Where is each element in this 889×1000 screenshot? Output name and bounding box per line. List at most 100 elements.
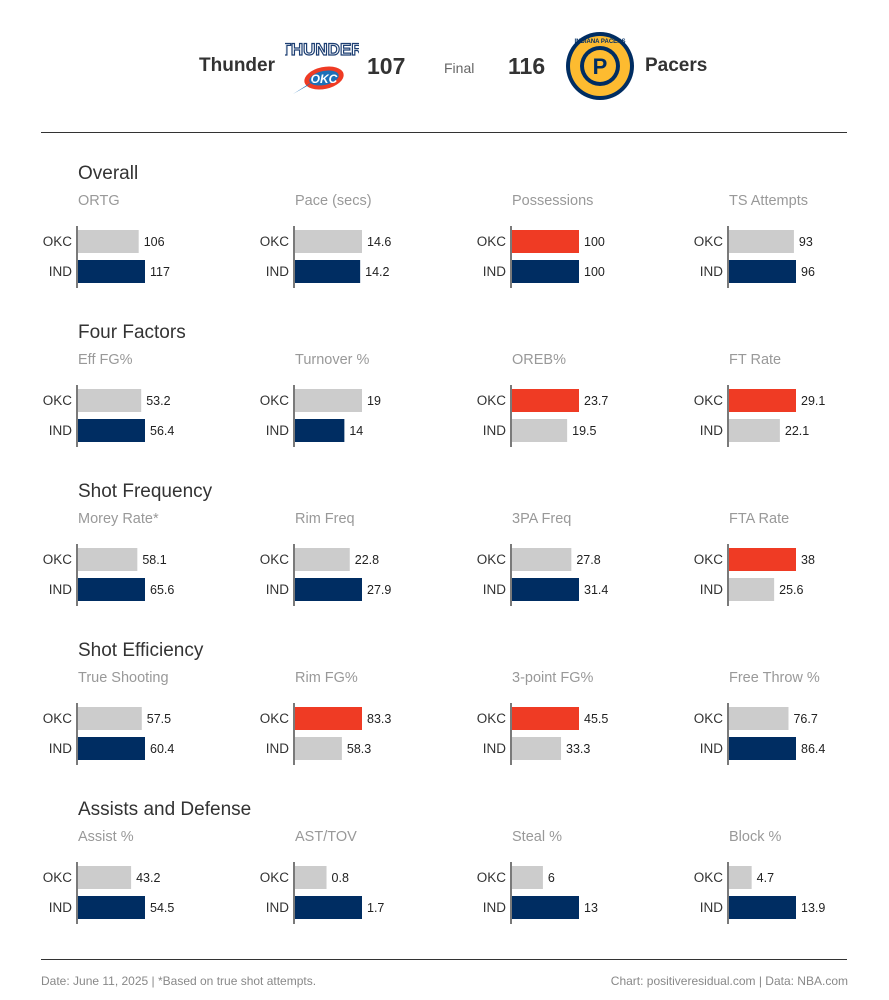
home-team-name: Pacers — [645, 55, 708, 76]
section-title-shot-efficiency: Shot Efficiency — [78, 640, 204, 661]
value-label-ind-free-throw: 86.4 — [801, 742, 825, 756]
bar-ind-turnover — [295, 419, 345, 442]
value-label-okc-turnover: 19 — [367, 394, 381, 408]
bar-ind-ortg — [78, 260, 145, 283]
team-label-ind: IND — [700, 264, 724, 279]
bar-ind-rim-freq — [295, 578, 362, 601]
bar-ind-steal — [512, 896, 579, 919]
metric-title-oreb: OREB% — [512, 352, 566, 368]
value-label-ind-possessions: 100 — [584, 265, 605, 279]
value-label-okc-morey-rate: 58.1 — [142, 553, 166, 567]
bar-okc-pace-secs — [295, 230, 362, 253]
team-label-okc: OKC — [43, 234, 73, 249]
team-label-okc: OKC — [477, 393, 507, 408]
team-label-ind: IND — [483, 264, 507, 279]
value-label-okc-steal: 6 — [548, 871, 555, 885]
team-label-okc: OKC — [694, 234, 724, 249]
bar-ind-possessions — [512, 260, 579, 283]
bar-okc-eff-fg — [78, 389, 142, 412]
team-label-okc: OKC — [477, 711, 507, 726]
bar-ind-3-point-fg — [512, 737, 562, 760]
metric-title-pace-secs: Pace (secs) — [295, 193, 372, 209]
team-label-ind: IND — [266, 741, 290, 756]
team-label-ind: IND — [49, 582, 73, 597]
bar-okc-morey-rate — [78, 548, 138, 571]
team-label-ind: IND — [49, 900, 73, 915]
team-label-ind: IND — [483, 741, 507, 756]
bar-ind-3pa-freq — [512, 578, 579, 601]
bar-ind-rim-fg — [295, 737, 342, 760]
bar-okc-block — [729, 866, 752, 889]
bar-okc-rim-freq — [295, 548, 350, 571]
team-label-ind: IND — [266, 582, 290, 597]
footer-divider — [41, 959, 847, 960]
team-label-okc: OKC — [260, 393, 290, 408]
team-label-okc: OKC — [260, 870, 290, 885]
team-label-ind: IND — [266, 264, 290, 279]
bar-ind-oreb — [512, 419, 568, 442]
metric-title-ft-rate: FT Rate — [729, 352, 781, 368]
away-score: 107 — [367, 53, 406, 79]
team-label-okc: OKC — [43, 711, 73, 726]
metric-title-ast-tov: AST/TOV — [295, 829, 357, 845]
metric-title-possessions: Possessions — [512, 193, 593, 209]
section-title-shot-frequency: Shot Frequency — [78, 481, 213, 502]
value-label-ind-block: 13.9 — [801, 901, 825, 915]
team-label-ind: IND — [49, 423, 73, 438]
metric-title-eff-fg: Eff FG% — [78, 352, 133, 368]
metric-title-rim-fg: Rim FG% — [295, 670, 358, 686]
value-label-okc-fta-rate: 38 — [801, 553, 815, 567]
thunder-logo: THUNDER OKC — [285, 39, 359, 94]
section-title-overall: Overall — [78, 163, 138, 184]
value-label-ind-turnover: 14 — [349, 424, 363, 438]
bar-ind-free-throw — [729, 737, 796, 760]
value-label-ind-morey-rate: 65.6 — [150, 583, 174, 597]
metric-title-ortg: ORTG — [78, 193, 120, 209]
bar-okc-ts-attempts — [729, 230, 794, 253]
metric-title-block: Block % — [729, 829, 781, 845]
team-label-ind: IND — [700, 741, 724, 756]
value-label-okc-3-point-fg: 45.5 — [584, 712, 608, 726]
value-label-okc-ortg: 106 — [144, 235, 165, 249]
bar-okc-steal — [512, 866, 543, 889]
team-label-ind: IND — [483, 582, 507, 597]
value-label-ind-rim-freq: 27.9 — [367, 583, 391, 597]
home-score: 116 — [508, 53, 546, 79]
bar-okc-ft-rate — [729, 389, 796, 412]
bar-okc-true-shooting — [78, 707, 142, 730]
bar-okc-ortg — [78, 230, 139, 253]
value-label-ind-assist: 54.5 — [150, 901, 174, 915]
game-status: Final — [444, 60, 475, 76]
team-label-okc: OKC — [43, 552, 73, 567]
team-label-ind: IND — [266, 900, 290, 915]
metric-title-3-point-fg: 3-point FG% — [512, 670, 593, 686]
metric-title-turnover: Turnover % — [295, 352, 370, 368]
bar-okc-3pa-freq — [512, 548, 572, 571]
value-label-okc-block: 4.7 — [757, 871, 774, 885]
value-label-okc-true-shooting: 57.5 — [147, 712, 171, 726]
metric-title-fta-rate: FTA Rate — [729, 511, 789, 527]
footer-credit: Chart: positiveresidual.com | Data: NBA.… — [610, 974, 848, 988]
bar-okc-assist — [78, 866, 132, 889]
team-label-okc: OKC — [477, 552, 507, 567]
svg-text:OKC: OKC — [311, 72, 338, 86]
value-label-okc-ast-tov: 0.8 — [332, 871, 349, 885]
value-label-okc-rim-freq: 22.8 — [355, 553, 379, 567]
metric-title-ts-attempts: TS Attempts — [729, 193, 808, 209]
bar-ind-morey-rate — [78, 578, 145, 601]
game-header: Thunder THUNDER OKC 107 Final 116 P INDI… — [0, 0, 889, 130]
bar-okc-turnover — [295, 389, 362, 412]
bar-ind-block — [729, 896, 796, 919]
value-label-ind-rim-fg: 58.3 — [347, 742, 371, 756]
metric-title-steal: Steal % — [512, 829, 562, 845]
team-label-ind: IND — [483, 900, 507, 915]
metric-title-assist: Assist % — [78, 829, 134, 845]
value-label-ind-true-shooting: 60.4 — [150, 742, 174, 756]
value-label-okc-3pa-freq: 27.8 — [576, 553, 600, 567]
value-label-ind-3-point-fg: 33.3 — [566, 742, 590, 756]
away-team-name: Thunder — [199, 55, 275, 76]
team-label-ind: IND — [700, 900, 724, 915]
team-label-okc: OKC — [260, 552, 290, 567]
value-label-okc-ft-rate: 29.1 — [801, 394, 825, 408]
